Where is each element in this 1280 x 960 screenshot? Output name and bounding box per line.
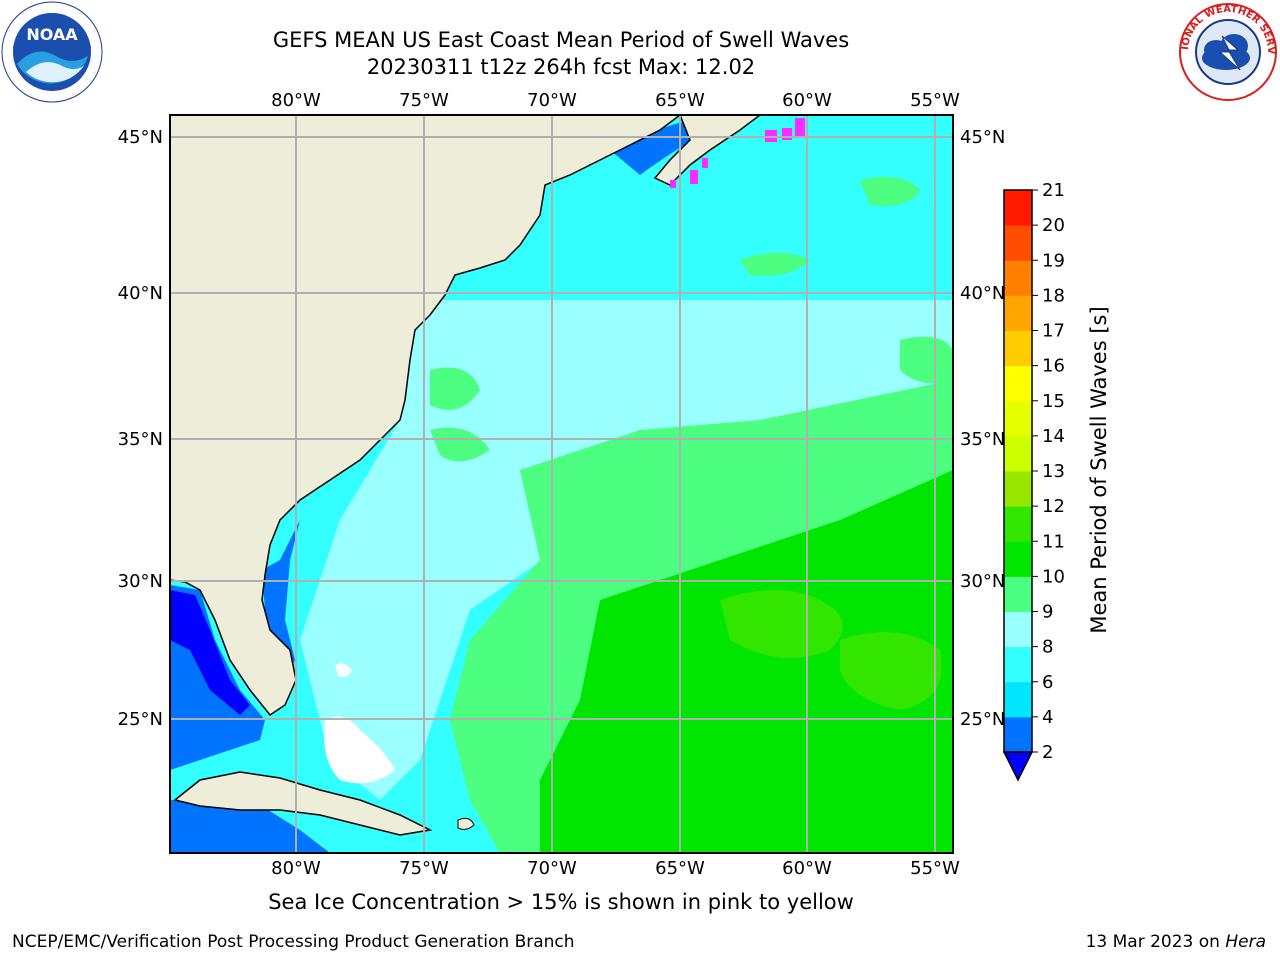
colorbar-segment: [1004, 295, 1032, 331]
colorbar-tick-label: 6: [1042, 672, 1053, 693]
colorbar-segment: [1004, 330, 1032, 367]
lon-label-bottom: 70°W: [527, 858, 577, 879]
lon-label-top: 80°W: [271, 90, 321, 111]
period-11-12-patch-1: [720, 590, 843, 658]
colorbar-tick-label: 10: [1042, 566, 1065, 587]
colorbar: 2 4 6 8 9 10 11 12 13 14 15 16 17 18 19 20 21: [1002, 180, 1065, 782]
colorbar-tick-label: 4: [1042, 707, 1053, 728]
period-patch-ne-1: [860, 176, 920, 206]
colorbar-under-triangle: [1002, 751, 1034, 782]
nws-logo-icon: NATIONAL WEATHER SERVICE: [1176, 0, 1278, 102]
colorbar-segment: [1004, 576, 1032, 612]
map-frame: [169, 114, 954, 854]
colorbar-segment: [1004, 365, 1032, 402]
period-patch-mid-1: [430, 367, 480, 410]
footer-date-text: 13 Mar 2023 on: [1085, 932, 1226, 952]
colorbar-segment: [1004, 400, 1032, 437]
colorbar-tick-label: 11: [1042, 531, 1065, 552]
gulf-coast-band: [170, 590, 250, 715]
sea-ice-cell-5: [702, 158, 708, 168]
sea-ice-cell-4: [690, 170, 698, 184]
colorbar-tick-label: 14: [1042, 426, 1065, 447]
colorbar-tick-label: 9: [1042, 602, 1053, 623]
period-patch-mid-2: [430, 427, 490, 462]
gulf-of-maine-band: [610, 120, 700, 175]
noaa-logo-icon: NOAA: [1, 1, 103, 103]
footer-credit: NCEP/EMC/Verification Post Processing Pr…: [12, 932, 575, 952]
colorbar-segment: [1004, 260, 1032, 296]
colorbar-segment: [1004, 646, 1032, 683]
colorbar-tick-label: 21: [1042, 180, 1065, 201]
colorbar-tick-label: 20: [1042, 215, 1065, 236]
colorbar-segment: [1004, 471, 1032, 507]
colorbar-segment: [1004, 541, 1032, 577]
colorbar-segment: [1004, 681, 1032, 718]
lon-label-bottom: 60°W: [782, 858, 832, 879]
us-landmass: [170, 115, 682, 717]
footer-date: 13 Mar 2023 on Hera: [1086, 932, 1266, 952]
lat-label-left: 30°N: [118, 571, 163, 592]
graticule: [170, 115, 953, 853]
period-11-12-patch-2: [840, 632, 942, 710]
lat-label-left: 35°N: [118, 429, 163, 450]
map-panel: [170, 115, 953, 853]
colorbar-segment: [1004, 506, 1032, 542]
colorbar-segment: [1004, 225, 1032, 261]
colorbar-tick-label: 17: [1042, 321, 1065, 342]
lon-label-bottom: 55°W: [910, 858, 960, 879]
lat-label-right: 40°N: [960, 283, 1005, 304]
lon-label-bottom: 80°W: [271, 858, 321, 879]
lat-label-right: 25°N: [960, 709, 1005, 730]
caribbean-shelf-band: [170, 800, 330, 853]
colorbar-tick-label: 2: [1042, 742, 1053, 763]
period-10-11-band: [540, 470, 953, 853]
colorbar-tick-label: 18: [1042, 285, 1065, 306]
sea-ice-cell-3: [795, 118, 805, 136]
colorbar-tick-label: 19: [1042, 250, 1065, 271]
lon-label-top: 55°W: [910, 90, 960, 111]
colorbar-tick-label: 8: [1042, 637, 1053, 658]
period-patch-ne-2: [740, 252, 810, 276]
lon-label-top: 65°W: [655, 90, 705, 111]
lon-label-top: 60°W: [782, 90, 832, 111]
colorbar-tick-label: 15: [1042, 391, 1065, 412]
colorbar-tick-label: 13: [1042, 461, 1065, 482]
island-1: [457, 817, 475, 830]
cuba-land: [173, 771, 433, 836]
svg-text:NOAA: NOAA: [26, 25, 78, 44]
lat-label-left: 45°N: [118, 127, 163, 148]
lon-label-top: 75°W: [399, 90, 449, 111]
lat-label-right: 35°N: [960, 429, 1005, 450]
colorbar-tick-label: 16: [1042, 356, 1065, 377]
lat-label-left: 25°N: [118, 709, 163, 730]
footer-machine: Hera: [1225, 932, 1266, 952]
lon-label-top: 70°W: [527, 90, 577, 111]
lat-label-right: 45°N: [960, 127, 1005, 148]
bahamas-banks-small: [335, 663, 352, 678]
colorbar-segment: [1004, 190, 1032, 226]
colorbar-segment: [1004, 611, 1032, 648]
colorbar-segment: [1004, 716, 1032, 753]
colorbar-segment: [1004, 435, 1032, 472]
lon-label-bottom: 75°W: [399, 858, 449, 879]
lat-label-right: 30°N: [960, 571, 1005, 592]
colorbar-label: Mean Period of Swell Waves [s]: [1087, 306, 1111, 633]
lon-label-bottom: 65°W: [655, 858, 705, 879]
lat-label-left: 40°N: [118, 283, 163, 304]
sea-ice-cell-2: [782, 128, 792, 140]
sea-ice-note: Sea Ice Concentration > 15% is shown in …: [268, 890, 854, 914]
map-title: GEFS MEAN US East Coast Mean Period of S…: [272, 28, 850, 52]
period-patch-e-1: [900, 336, 953, 384]
bahamas-banks: [324, 716, 395, 784]
sea-ice-cell-6: [670, 180, 676, 188]
map-subtitle: 20230311 t12z 264h fcst Max: 12.02: [366, 55, 756, 79]
colorbar-tick-label: 12: [1042, 496, 1065, 517]
